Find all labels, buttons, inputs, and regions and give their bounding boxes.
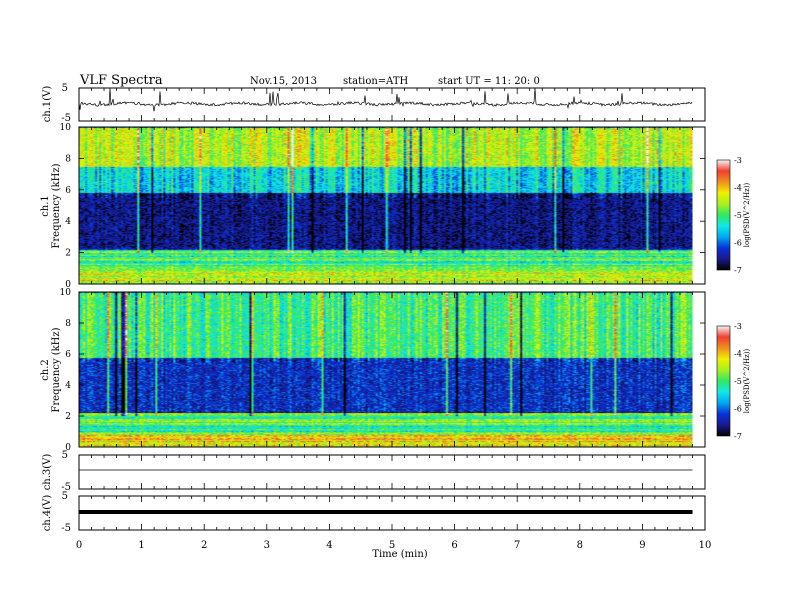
- colorbar-tick-label: -6: [734, 405, 742, 414]
- frequency-tick-label: 0: [65, 443, 71, 453]
- ch1-ytick-top: 5: [62, 83, 68, 94]
- colorbar-tick-label: -3: [734, 322, 742, 331]
- station-label: station=ATH: [343, 76, 409, 87]
- ch4-ytick-bottom: -5: [61, 523, 71, 534]
- frequency-tick-label: 8: [65, 319, 71, 329]
- frequency-tick-label: 0: [65, 280, 71, 290]
- ch4-ylabel: ch.4(V): [42, 495, 53, 532]
- frequency-tick-label: 8: [65, 154, 71, 164]
- time-tick-marks: [78, 88, 706, 530]
- ch2-spectrogram: [79, 292, 693, 447]
- xtick-label: 3: [264, 540, 270, 551]
- ch1-colorbar-label: log(PSD(V^2/Hz)): [743, 182, 751, 247]
- colorbar-tick-label: -6: [734, 239, 742, 248]
- ch2-colorbar-label: log(PSD(V^2/Hz)): [743, 348, 751, 413]
- colorbar-tick-label: -7: [734, 266, 742, 275]
- xtick-label: 5: [389, 540, 395, 551]
- start-time-label: start UT = 11: 20: 0: [438, 76, 540, 87]
- ch1-spectrogram-ylabel-line2: Frequency (kHz): [51, 163, 62, 248]
- ch1-colorbar: [716, 159, 731, 271]
- xtick-label: 0: [76, 540, 82, 551]
- colorbar-tick-label: -4: [734, 184, 742, 193]
- xtick-label: 10: [699, 540, 712, 551]
- xtick-label: 9: [639, 540, 645, 551]
- ch2-spectrogram-ylabel-line2: Frequency (kHz): [51, 327, 62, 412]
- frequency-tick-label: 2: [65, 249, 71, 259]
- frequency-tick-label: 2: [65, 412, 71, 422]
- frequency-tick-label: 10: [60, 123, 72, 133]
- date-label: Nov.15, 2013: [250, 76, 317, 87]
- ch3-ylabel: ch.3(V): [42, 454, 53, 491]
- xtick-label: 2: [201, 540, 207, 551]
- ch2-colorbar: [716, 325, 731, 437]
- frequency-tick-label: 4: [65, 217, 71, 227]
- ch1-waveform-trace: [78, 87, 693, 112]
- ch1-spectrogram-ylabel-line1: ch.1: [40, 195, 51, 217]
- xtick-label: 6: [451, 540, 457, 551]
- ch4-ytick-top: 5: [62, 491, 68, 502]
- xtick-label: 4: [326, 540, 332, 551]
- ch2-spectrogram-ylabel-line1: ch.2: [40, 359, 51, 381]
- ch1-ylabel: ch.1(V): [42, 86, 53, 123]
- xtick-label: 7: [514, 540, 520, 551]
- xaxis-label: Time (min): [372, 549, 427, 560]
- frequency-tick-label: 4: [65, 381, 71, 391]
- ch1-ytick-bottom: -5: [61, 113, 71, 124]
- xtick-label: 8: [577, 540, 583, 551]
- colorbar-ticks: -3 -4 -5 -6 -7 -3 -4 -5 -6 -7: [734, 156, 742, 441]
- xtick-label: 1: [138, 540, 144, 551]
- colorbar-tick-label: -7: [734, 432, 742, 441]
- colorbar-tick-label: -5: [734, 211, 742, 220]
- colorbar-tick-label: -5: [734, 377, 742, 386]
- colorbar-tick-label: -4: [734, 350, 742, 359]
- time-tick-labels: 0 1 2 3 4 5 6 7 8 9 10: [76, 540, 712, 551]
- ch3-ytick-top: 5: [62, 450, 68, 461]
- ch1-spectrogram: [79, 127, 693, 284]
- ch3-ytick-bottom: -5: [61, 482, 71, 493]
- frequency-tick-label: 6: [65, 186, 71, 196]
- frequency-tick-label: 10: [60, 288, 72, 298]
- colorbar-tick-label: -3: [734, 156, 742, 165]
- figure-title: VLF Spectra: [79, 73, 163, 88]
- frequency-tick-label: 6: [65, 350, 71, 360]
